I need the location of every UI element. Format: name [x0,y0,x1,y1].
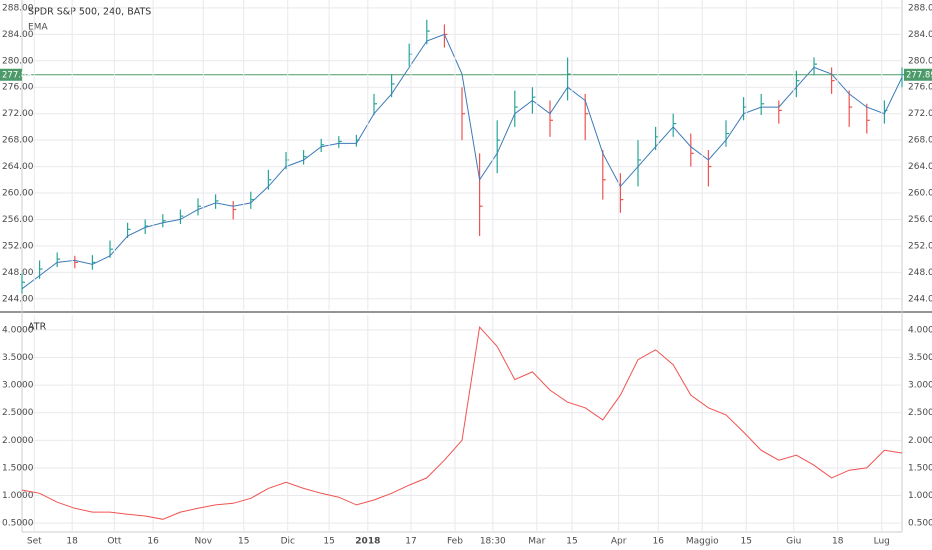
y-tick-label: 1.5000 [2,463,34,473]
x-tick-label: 18 [832,537,844,547]
x-tick-label: Feb [447,537,463,547]
y-tick-label: 276.00 [2,83,34,93]
x-tick-label: 15 [566,537,577,547]
y-tick-label: 3.0000 [908,381,932,391]
y-tick-label: 244.00 [908,294,932,304]
last-value-box [0,68,22,81]
y-tick-label: 2.5000 [908,408,932,418]
y-tick-label: 268.00 [908,136,932,146]
y-tick-label: 248.00 [2,268,34,278]
line [21,33,903,290]
last-value-box [904,68,932,81]
legend-entry: EMA [28,23,48,33]
y-tick-label: 280.00 [2,56,34,66]
y-tick-label: 284.00 [908,30,932,40]
x-tick-label: 16 [653,537,665,547]
y-tick-label: 288.00 [2,3,34,13]
y-tick-label: 2.0000 [2,436,34,446]
last-value-label: 277.89 [906,70,932,80]
y-tick-label: 284.00 [2,30,34,40]
y-tick-label: 272.00 [2,109,34,119]
y-tick-label: 0.5000 [908,519,932,529]
y-tick-label: 1.5000 [908,463,932,473]
y-tick-label: 252.00 [2,241,34,251]
y-tick-label: 256.00 [908,215,932,225]
y-tick-label: 260.00 [908,189,932,199]
x-tick-label: 17 [405,537,416,547]
x-tick-label: Nov [194,537,212,547]
x-tick-label: 15 [741,537,752,547]
y-tick-label: 264.00 [2,162,34,172]
y-tick-label: 4.0000 [908,325,932,335]
y-tick-label: 256.00 [2,215,34,225]
line [21,325,903,520]
y-tick-label: 264.00 [908,162,932,172]
x-tick-label: Mar [528,537,545,547]
last-value-label: 277.89 [2,70,32,80]
y-tick-label: 2.5000 [2,408,34,418]
x-tick-label: 16 [147,537,159,547]
x-tick-label: Ott [107,537,122,547]
x-tick-label: 15 [323,537,334,547]
y-tick-label: 4.0000 [2,325,34,335]
x-tick-label: 18:30 [480,537,506,547]
x-tick-label: 18 [66,537,78,547]
x-tick-label: 2018 [355,537,380,547]
y-tick-label: 244.00 [2,294,34,304]
y-tick-label: 1.0000 [908,491,932,501]
x-tick-label: 15 [238,537,249,547]
chart-title: ATR [28,322,47,333]
x-tick-label: Maggio [686,537,719,547]
y-tick-label: 3.5000 [2,353,34,363]
y-tick-label: 272.00 [908,109,932,119]
y-tick-label: 3.5000 [908,353,932,363]
x-tick-label: Apr [611,537,627,547]
y-tick-label: 268.00 [2,136,34,146]
y-tick-label: 1.0000 [2,491,34,501]
y-tick-label: 260.00 [2,189,34,199]
chart-title: SPDR S&P 500, 240, BATS [28,7,151,18]
y-tick-label: 248.00 [908,268,932,278]
x-tick-label: Lug [874,537,890,547]
x-tick-label: Dic [281,537,295,547]
y-tick-label: 276.00 [908,83,932,93]
y-tick-label: 252.00 [908,241,932,251]
x-tick-label: Giu [786,537,801,547]
y-tick-label: 3.0000 [2,381,34,391]
y-tick-label: 288.00 [908,3,932,13]
x-tick-label: Set [27,537,42,547]
y-tick-label: 280.00 [908,56,932,66]
y-tick-label: 2.0000 [908,436,932,446]
y-tick-label: 0.5000 [2,519,34,529]
